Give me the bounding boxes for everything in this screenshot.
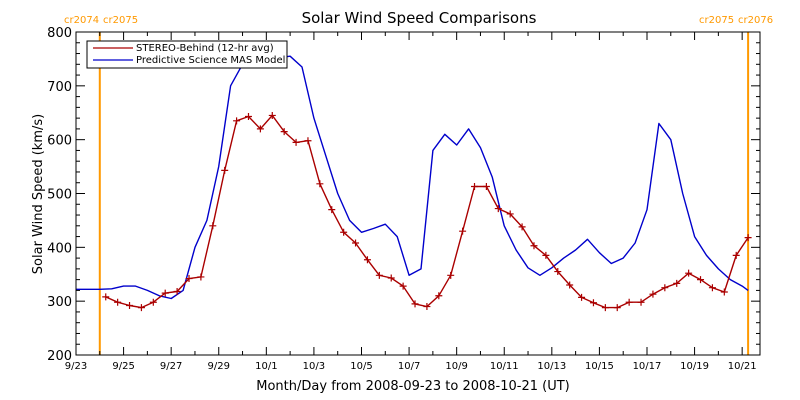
x-tick-label: 10/7	[398, 361, 420, 372]
stereo-point	[268, 111, 276, 119]
stereo-point	[423, 303, 431, 311]
stereo-point	[530, 242, 538, 250]
stereo-point	[601, 304, 609, 312]
stereo-point	[685, 269, 693, 277]
x-tick-label: 10/3	[303, 361, 325, 372]
stereo-point	[613, 304, 621, 312]
y-tick-label: 800	[47, 26, 72, 41]
model-series	[76, 55, 749, 300]
stereo-point	[256, 125, 264, 133]
stereo-point	[637, 298, 645, 306]
x-tick-label: 9/23	[65, 361, 87, 372]
x-tick-label: 10/5	[350, 361, 372, 372]
stereo-point	[149, 298, 157, 306]
stereo-point	[578, 293, 586, 301]
x-tick-label: 9/29	[208, 361, 230, 372]
stereo-point	[221, 166, 229, 174]
stereo-point	[161, 289, 169, 297]
x-tick-label: 9/27	[160, 361, 182, 372]
y-tick-label: 700	[47, 80, 72, 95]
stereo-point	[102, 293, 110, 301]
x-tick-label: 10/13	[537, 361, 566, 372]
stereo-point	[625, 298, 633, 306]
stereo-point	[173, 287, 181, 295]
chart-title: Solar Wind Speed Comparisons	[302, 9, 537, 27]
stereo-point	[411, 300, 419, 308]
y-tick-label: 600	[47, 134, 72, 149]
cr-marker-2-right-label: cr2076	[738, 15, 773, 26]
axis-ticks: 9/23 9/25 9/27 9/29 10/1 10/3 10/5 10/7 10/9 10/1…	[47, 26, 760, 372]
stereo-point	[459, 227, 467, 235]
stereo-point	[280, 128, 288, 136]
stereo-point	[209, 222, 217, 230]
stereo-point	[661, 284, 669, 292]
legend-stereo-label: STEREO-Behind (12-hr avg)	[136, 43, 274, 54]
stereo-point	[673, 279, 681, 287]
stereo-point	[244, 113, 252, 121]
stereo-point	[137, 304, 145, 312]
cr-marker-1-right-label: cr2075	[103, 15, 138, 26]
stereo-point	[482, 183, 490, 191]
stereo-point	[471, 183, 479, 191]
cr-marker-2-left-label: cr2075	[699, 15, 734, 26]
stereo-point	[697, 276, 705, 284]
x-tick-label: 10/9	[445, 361, 467, 372]
carrington-rotation-lines	[98, 32, 750, 355]
stereo-point	[292, 138, 300, 146]
stereo-point	[566, 281, 574, 289]
x-tick-label: 10/11	[490, 361, 519, 372]
x-tick-label: 10/15	[585, 361, 614, 372]
stereo-point	[387, 274, 395, 282]
stereo-point	[126, 301, 134, 309]
y-tick-label: 300	[47, 295, 72, 310]
x-tick-label: 10/17	[633, 361, 662, 372]
x-tick-label: 10/21	[728, 361, 757, 372]
y-tick-label: 200	[47, 349, 72, 364]
legend-box	[86, 40, 288, 69]
stereo-point	[554, 268, 562, 276]
y-tick-label: 500	[47, 188, 72, 203]
stereo-point	[352, 239, 360, 247]
stereo-point	[363, 256, 371, 264]
stereo-point	[447, 271, 455, 279]
stereo-point	[114, 298, 122, 306]
y-axis-label: Solar Wind Speed (km/s)	[31, 114, 46, 274]
y-tick-label: 400	[47, 241, 72, 256]
stereo-point	[328, 206, 336, 214]
x-tick-label: 9/25	[112, 361, 134, 372]
stereo-point	[197, 273, 205, 281]
stereo-point	[708, 284, 716, 292]
stereo-point	[316, 180, 324, 188]
stereo-series	[102, 111, 752, 312]
legend: STEREO-Behind (12-hr avg) Predictive Sci…	[86, 40, 288, 69]
legend-model-label: Predictive Science MAS Model	[136, 55, 285, 66]
stereo-point	[399, 282, 407, 290]
stereo-point	[589, 299, 597, 307]
stereo-point	[720, 288, 728, 296]
stereo-point	[518, 223, 526, 231]
stereo-point	[494, 205, 502, 213]
x-tick-label: 10/19	[680, 361, 709, 372]
stereo-point	[340, 228, 348, 236]
model-line	[76, 55, 749, 300]
stereo-point	[649, 290, 657, 298]
cr-marker-1-left-label: cr2074	[64, 15, 99, 26]
stereo-point	[435, 292, 443, 300]
stereo-point	[744, 234, 752, 242]
stereo-point	[542, 251, 550, 259]
x-axis-label: Month/Day from 2008-09-23 to 2008-10-21 …	[256, 379, 569, 394]
plot-frame	[75, 31, 761, 356]
stereo-point	[732, 251, 740, 259]
stereo-point	[185, 275, 193, 283]
stereo-point	[375, 271, 383, 279]
stereo-point	[304, 137, 312, 145]
stereo-point	[506, 210, 514, 218]
stereo-point	[233, 117, 241, 125]
x-tick-label: 10/1	[255, 361, 277, 372]
